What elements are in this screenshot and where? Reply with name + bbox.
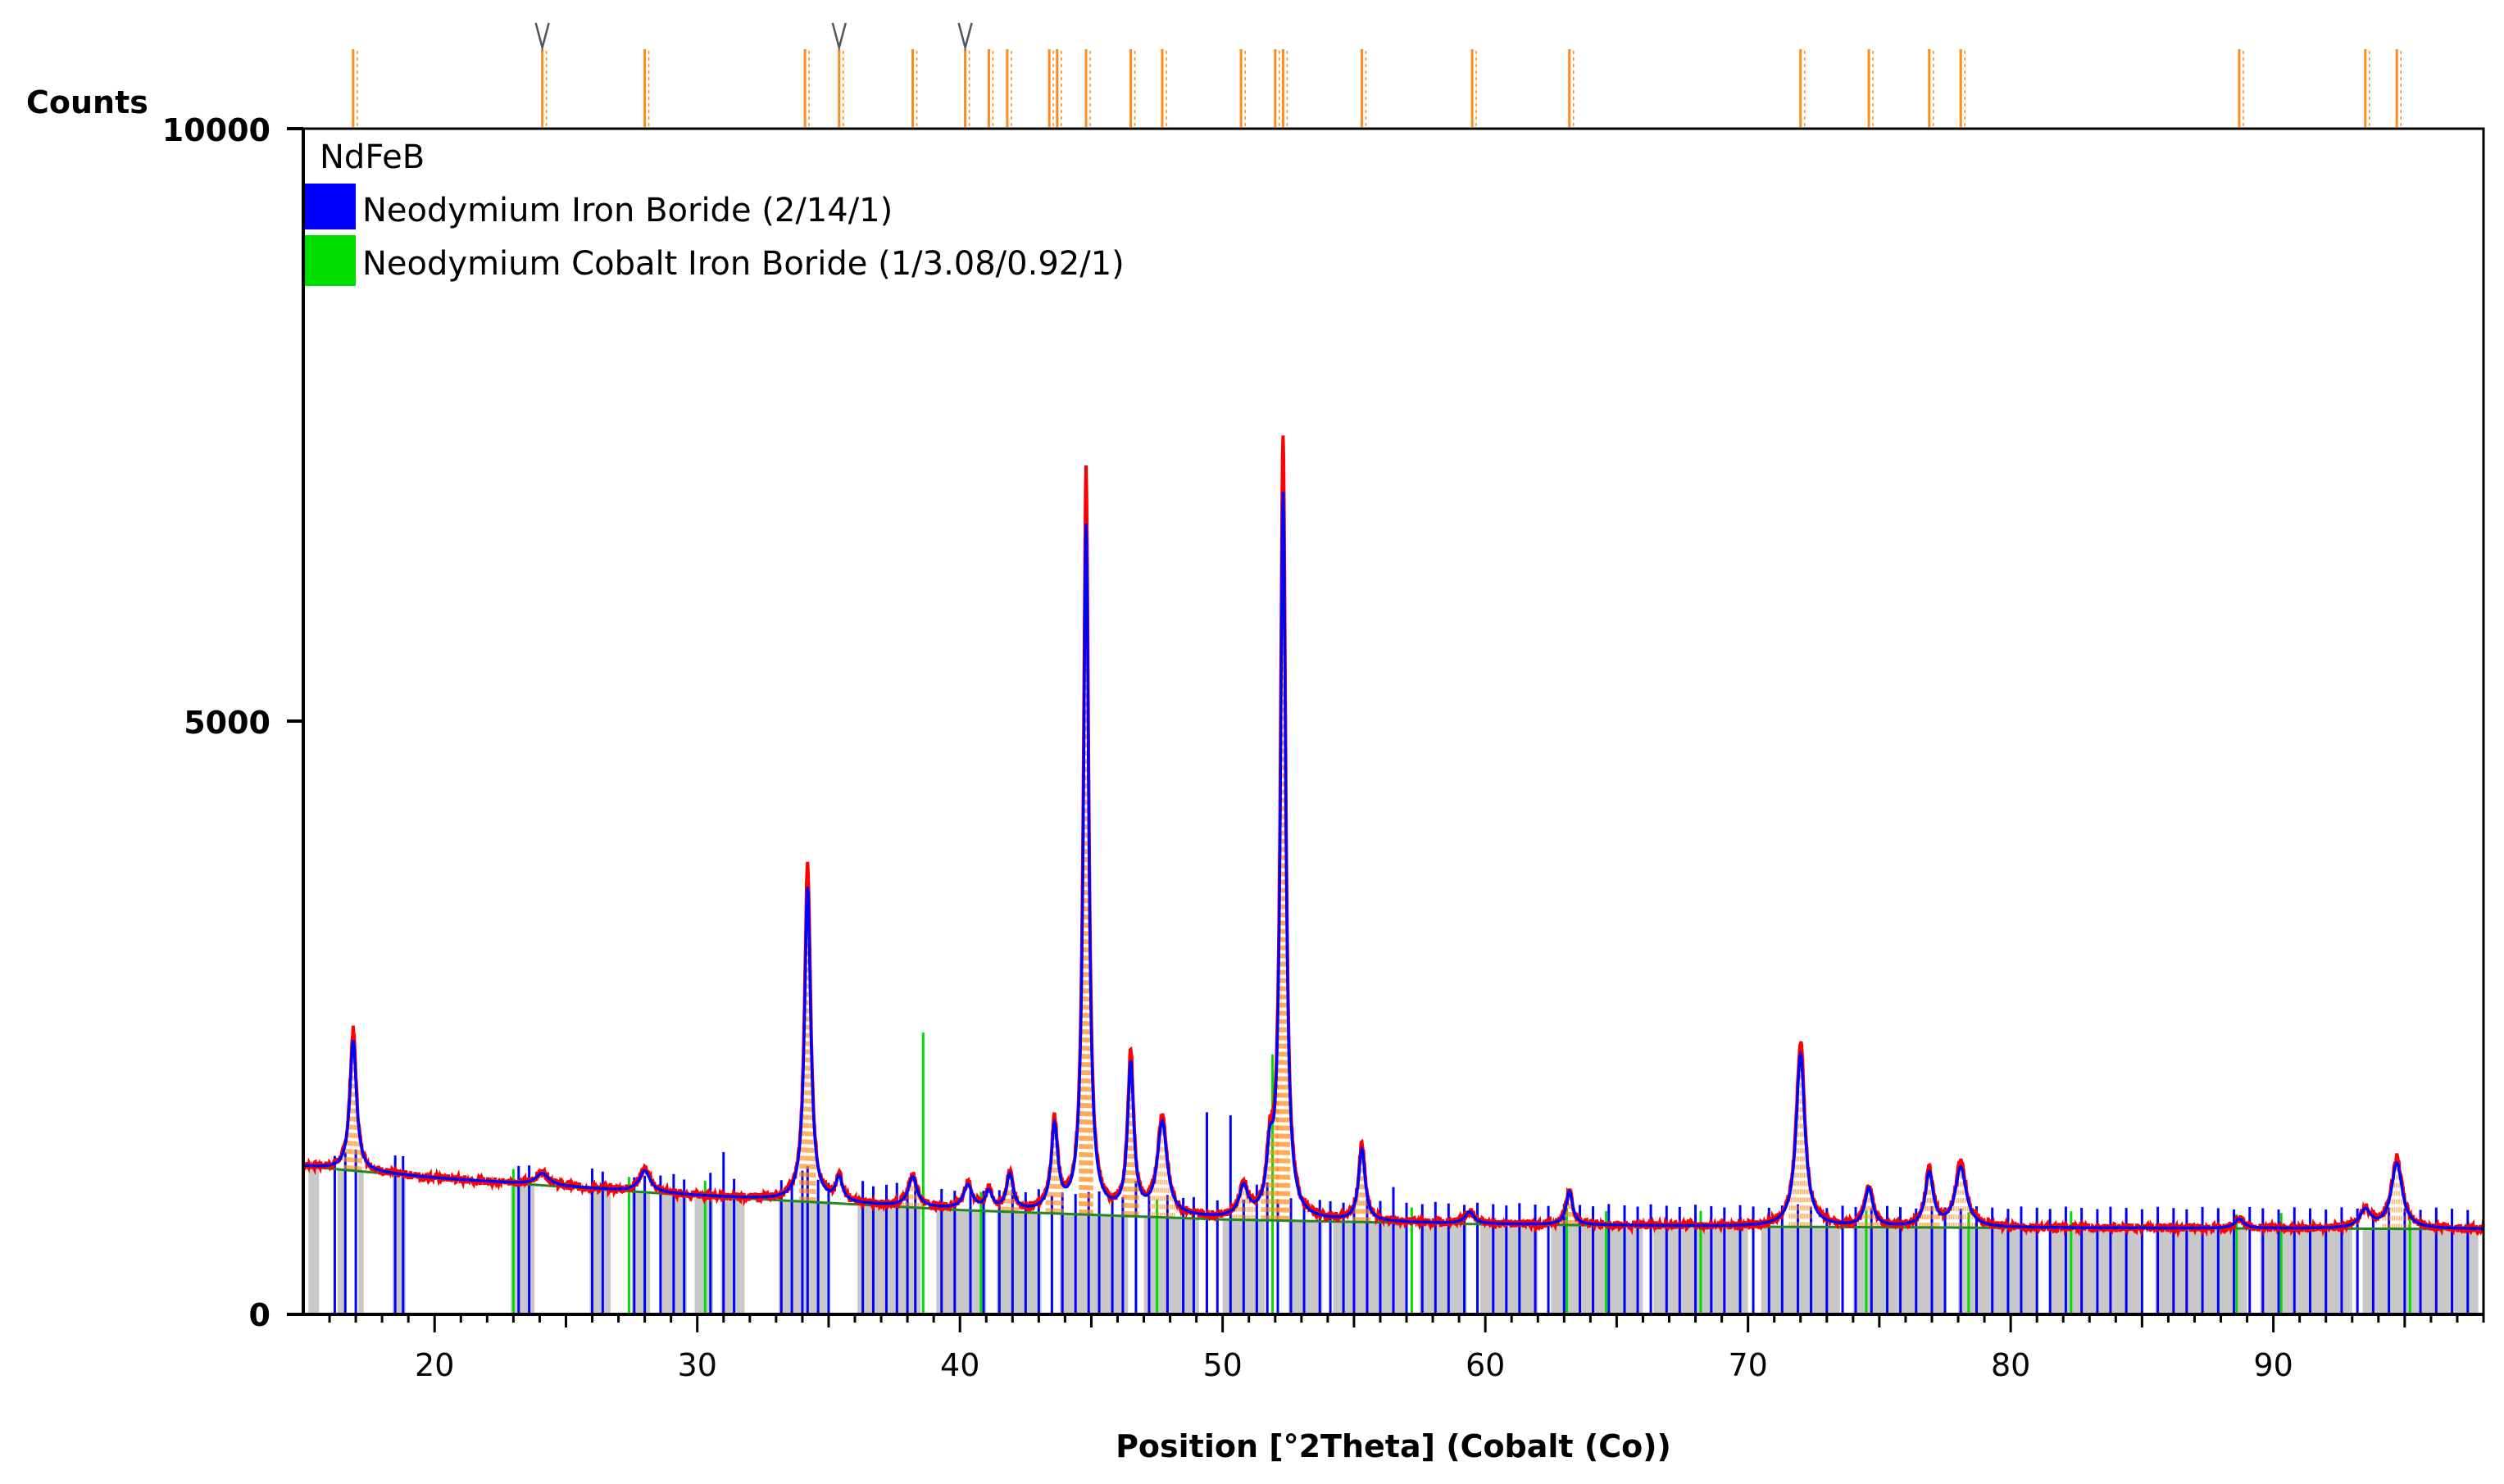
phase-fill-band — [1958, 1228, 2038, 1314]
phase-fill-band — [2155, 1228, 2247, 1314]
phase-fill-band — [1852, 1227, 1946, 1314]
x-tick-marks — [328, 1314, 2485, 1332]
top-peak-flag-icon — [534, 22, 550, 52]
legend: NdFeB Neodymium Iron Boride (2/14/1) Neo… — [305, 138, 1125, 286]
plot-frame — [302, 127, 2485, 1316]
phase-fill-band — [857, 1205, 921, 1314]
y-axis-title: Counts — [26, 84, 148, 120]
x-tick-label-90: 90 — [2253, 1347, 2293, 1383]
observed-profile-line — [302, 435, 2485, 1238]
phase-fill-band — [511, 1183, 535, 1314]
x-tick-label-20: 20 — [415, 1347, 454, 1383]
y-tick-label-0: 0 — [249, 1297, 270, 1333]
legend-swatch-phase1 — [305, 184, 356, 229]
legend-swatch-phase2 — [305, 235, 356, 286]
phase-fill-band — [1420, 1223, 1467, 1314]
y-axis: 10000 5000 0 — [162, 112, 305, 1333]
phase-fill-band — [1288, 1221, 1323, 1314]
phase-fill-band — [694, 1196, 713, 1314]
phase-fill-band — [997, 1212, 1042, 1314]
phase-fill-band — [1761, 1227, 1840, 1314]
phase-fill-band — [337, 1169, 346, 1314]
phase-fill-band — [1479, 1224, 1538, 1314]
x-tick-label-30: 30 — [678, 1347, 717, 1383]
calculated-profile-line — [302, 491, 2484, 1230]
phase-fill-band — [358, 1171, 364, 1314]
phase-fill-band — [936, 1209, 987, 1314]
phase-fill-band — [2050, 1228, 2143, 1314]
phase-fill-band — [720, 1197, 745, 1314]
top-peak-flag-icon — [957, 22, 973, 52]
legend-label-phase2: Neodymium Cobalt Iron Boride (1/3.08/0.9… — [362, 245, 1125, 283]
peak-fill-hatching — [344, 550, 2411, 1229]
x-tick-label-70: 70 — [1728, 1347, 1767, 1383]
x-tick-label-50: 50 — [1203, 1347, 1243, 1383]
y-tick-label-10000: 10000 — [162, 112, 270, 148]
x-axis-title: Position [°2Theta] (Cobalt (Co)) — [1116, 1428, 1671, 1464]
top-peak-markers — [352, 22, 2402, 127]
top-peak-flag-icon — [831, 22, 847, 52]
phase-fill-band — [1059, 1214, 1129, 1314]
x-tick-label-80: 80 — [1991, 1347, 2030, 1383]
x-tick-labels: 20 30 40 50 60 70 80 90 — [415, 1347, 2293, 1383]
phase-fill-band — [779, 1201, 829, 1314]
x-tick-label-40: 40 — [940, 1347, 979, 1383]
phase-fill-band — [2260, 1228, 2352, 1314]
y-tick-label-5000: 5000 — [184, 705, 270, 741]
legend-title: NdFeB — [320, 138, 425, 176]
phase-fill-band — [308, 1167, 320, 1314]
x-tick-label-60: 60 — [1466, 1347, 1505, 1383]
phase-fill-band — [1143, 1217, 1199, 1314]
legend-label-phase1: Neodymium Iron Boride (2/14/1) — [362, 192, 893, 229]
